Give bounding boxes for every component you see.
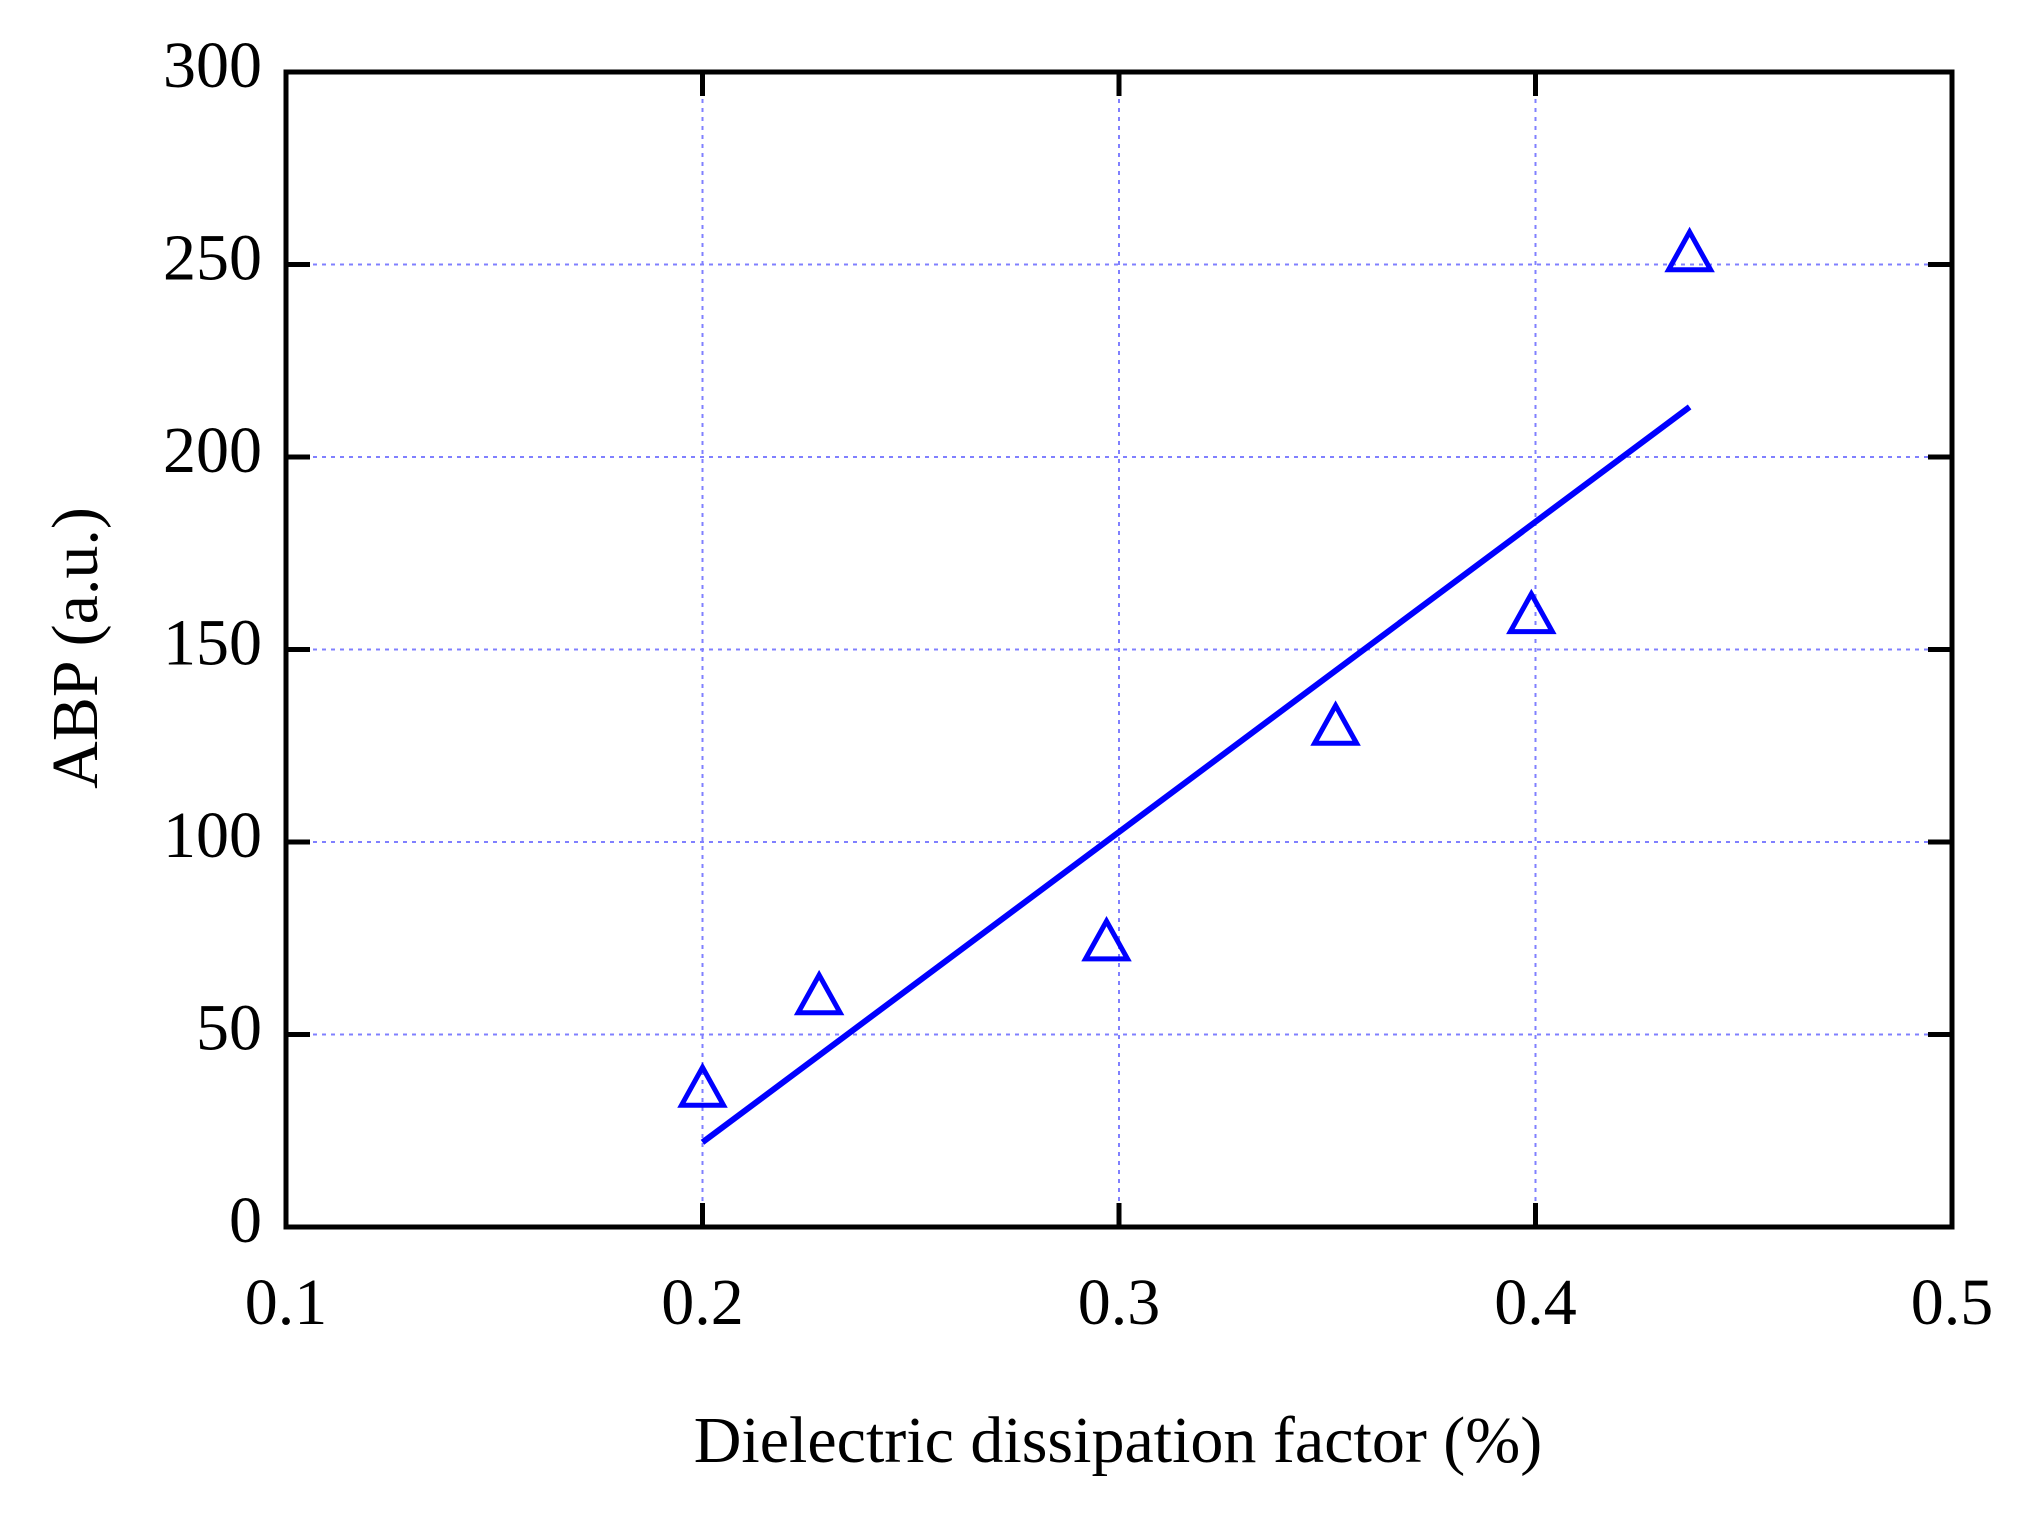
data-point [793, 969, 845, 1016]
x-tick-label: 0.2 [661, 1266, 744, 1339]
data-point [1664, 226, 1715, 273]
x-tick-label: 0.5 [1911, 1266, 1994, 1339]
y-tick-label: 200 [163, 414, 262, 487]
y-tick-label: 150 [163, 607, 262, 680]
y-axis-label: ABP (a.u.) [39, 507, 112, 789]
plot-frame [283, 69, 1955, 1230]
y-tick-label: 100 [163, 799, 262, 872]
x-tick-label: 0.3 [1078, 1266, 1161, 1339]
fit-line [700, 404, 1692, 1145]
y-tick-label: 50 [196, 992, 262, 1065]
y-tick-label: 300 [163, 29, 262, 102]
x-tick-label: 0.4 [1494, 1266, 1577, 1339]
y-tick-label: 0 [229, 1184, 262, 1257]
data-point [1506, 588, 1557, 635]
data-point [677, 1062, 728, 1108]
data-point [1081, 915, 1132, 962]
x-tick-label: 0.1 [245, 1266, 328, 1339]
y-tick-label: 250 [163, 222, 262, 295]
data-point [1310, 700, 1361, 746]
x-axis-label: Dielectric dissipation factor (%) [694, 1404, 1543, 1477]
